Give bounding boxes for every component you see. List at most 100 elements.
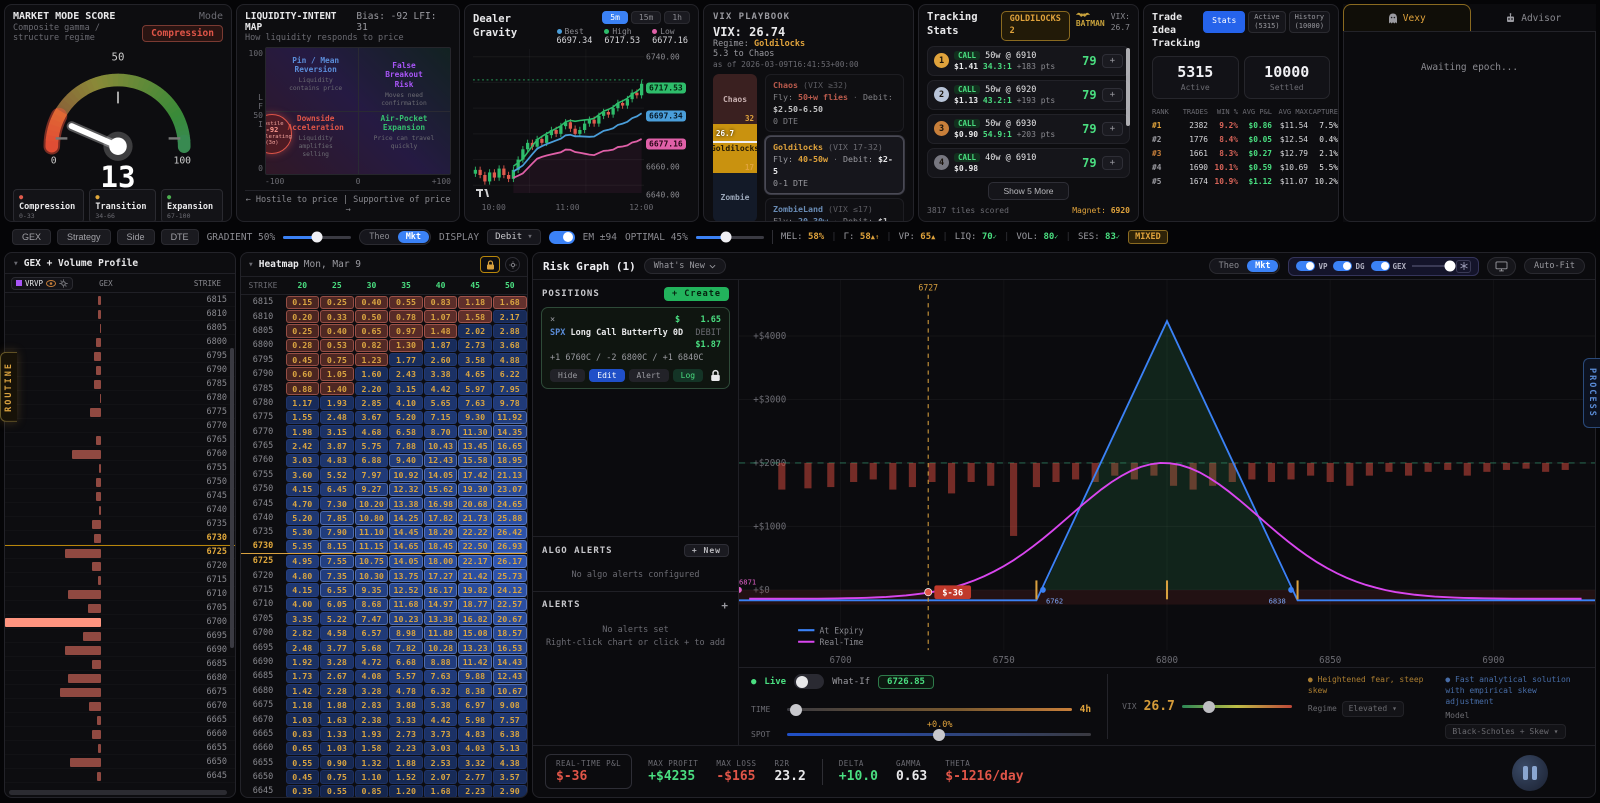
heatmap-cell[interactable]: 21.42	[458, 568, 492, 583]
rg-theo-mkt-toggle[interactable]: Theo Mkt	[1208, 258, 1281, 274]
heatmap-cell[interactable]: 5.57	[389, 669, 423, 684]
heatmap-cell[interactable]: 1.93	[320, 396, 354, 410]
heatmap-cell[interactable]: 16.53	[492, 640, 527, 655]
heatmap-cell[interactable]: 15.62	[423, 482, 458, 496]
heatmap-cell[interactable]: 0.45	[285, 770, 320, 784]
heatmap-cell[interactable]: 0.83	[285, 727, 320, 741]
heatmap-settings-button[interactable]	[505, 257, 520, 272]
heatmap-cell[interactable]: 6.57	[354, 626, 389, 640]
heatmap-cell[interactable]: 24.12	[492, 583, 527, 597]
heatmap-cell[interactable]: 10.23	[389, 612, 423, 626]
heatmap-cell[interactable]: 2.83	[354, 698, 389, 712]
heatmap-cell[interactable]: 1.60	[354, 367, 389, 381]
vix-card-goldilocks[interactable]: Goldilocks (VIX 17-32) Fly: 40-50w · Debi…	[765, 136, 904, 195]
heatmap-cell[interactable]: 22.57	[492, 597, 527, 612]
heatmap-cell[interactable]: 8.98	[389, 626, 423, 640]
heatmap-cell[interactable]: 7.95	[492, 381, 527, 396]
heatmap-cell[interactable]: 1.73	[285, 669, 320, 684]
heatmap-cell[interactable]: 8.68	[354, 597, 389, 612]
collapse-caret-icon[interactable]: ▾	[248, 259, 254, 270]
heatmap-cell[interactable]: 6.32	[423, 684, 458, 698]
heatmap-cell[interactable]: 3.28	[320, 655, 354, 669]
heatmap-cell[interactable]: 0.53	[320, 338, 354, 353]
heatmap-cell[interactable]: 6.05	[320, 597, 354, 612]
heatmap-cell[interactable]: 1.05	[320, 367, 354, 381]
tile-row-3[interactable]: 3 CALL 50w @ 6930 $0.90 54.9:1 +203 pts 79 +	[927, 113, 1130, 144]
heatmap-cell[interactable]: 1.07	[423, 309, 458, 324]
liquidity-quadrant-plot[interactable]: Pin / Mean Reversion Liquidity contains p…	[265, 47, 451, 175]
heatmap-cell[interactable]: 4.38	[492, 756, 527, 770]
heatmap-cell[interactable]: 11.68	[389, 597, 423, 612]
heatmap-cell[interactable]: 2.23	[389, 741, 423, 755]
heatmap-cell[interactable]: 0.28	[285, 338, 320, 353]
heatmap-cell[interactable]: 3.88	[389, 698, 423, 712]
heatmap-cell[interactable]: 2.02	[458, 324, 492, 338]
heatmap-cell[interactable]: 5.97	[458, 381, 492, 396]
heatmap-cell[interactable]: 3.57	[492, 770, 527, 784]
heatmap-cell[interactable]: 26.17	[492, 554, 527, 568]
freeze-button[interactable]	[1456, 259, 1472, 273]
close-icon[interactable]: ×	[550, 315, 556, 325]
heatmap-cell[interactable]: 0.33	[320, 309, 354, 324]
heatmap-cell[interactable]: 7.15	[423, 410, 458, 425]
filter-button-strategy[interactable]: Strategy	[57, 229, 111, 245]
vrvp-chip[interactable]: VRVP	[11, 276, 74, 290]
heatmap-cell[interactable]: 11.88	[423, 626, 458, 640]
tile-row-4[interactable]: 4 CALL 40w @ 6910 $0.98 79 +	[927, 147, 1130, 178]
heatmap-cell[interactable]: 3.38	[423, 367, 458, 381]
regime-select[interactable]: Elevated ▾	[1341, 701, 1404, 717]
position-card[interactable]: × $ 1.65 SPX Long Call Butterfly 0D DEBIT …	[541, 307, 730, 389]
heatmap-cell[interactable]: 1.92	[285, 655, 320, 669]
heatmap-cell[interactable]: 7.63	[423, 669, 458, 684]
heatmap-cell[interactable]: 9.08	[492, 698, 527, 712]
heatmap-cell[interactable]: 11.10	[354, 525, 389, 540]
payoff-chart[interactable]: +$4000 +$3000 +$2000 +$1000 +$0 6700 6750 6800 6…	[739, 280, 1595, 667]
heatmap-cell[interactable]: 2.82	[285, 626, 320, 640]
heatmap-cell[interactable]: 1.58	[458, 309, 492, 324]
heatmap-cell[interactable]: 24.65	[492, 496, 527, 511]
heatmap-col-45[interactable]: 45	[470, 281, 480, 290]
heatmap-cell[interactable]: 17.27	[423, 568, 458, 583]
heatmap-cell[interactable]: 10.30	[354, 568, 389, 583]
heatmap-cell[interactable]: 2.48	[320, 410, 354, 425]
heatmap-cell[interactable]: 20.68	[458, 496, 492, 511]
heatmap-cell[interactable]: 1.18	[285, 698, 320, 712]
position-hide-button[interactable]: Hide	[550, 368, 586, 382]
heatmap-cell[interactable]: 3.58	[458, 353, 492, 367]
rank-row-#3[interactable]: #3 1661 8.3% $0.27 $12.79 2.1%	[1152, 148, 1338, 158]
heatmap-cell[interactable]: 25.88	[492, 511, 527, 525]
heatmap-cell[interactable]: 3.32	[458, 756, 492, 770]
heatmap-cell[interactable]: 1.17	[285, 396, 320, 410]
heatmap-cell[interactable]: 5.98	[458, 712, 492, 727]
heatmap-cell[interactable]: 7.63	[458, 396, 492, 410]
heatmap-cell[interactable]: 3.77	[320, 640, 354, 655]
overlay-opacity-slider[interactable]	[1412, 260, 1456, 272]
heatmap-cell[interactable]: 3.35	[285, 612, 320, 626]
heatmap-cell[interactable]: 4.72	[354, 655, 389, 669]
heatmap-cell[interactable]: 1.03	[285, 712, 320, 727]
heatmap-cell[interactable]: 1.18	[458, 295, 492, 309]
heatmap-cell[interactable]: 14.25	[389, 511, 423, 525]
heatmap-cell[interactable]: 16.65	[492, 439, 527, 453]
heatmap-cell[interactable]: 2.48	[285, 640, 320, 655]
heatmap-cell[interactable]: 2.43	[389, 367, 423, 381]
overlay-toggle-dg[interactable]: DG	[1333, 261, 1365, 271]
overlay-toggle-gex[interactable]: GEX	[1370, 261, 1406, 271]
heatmap-cell[interactable]: 4.03	[458, 741, 492, 755]
vix-slider[interactable]	[1181, 700, 1292, 713]
heatmap-cell[interactable]: 9.27	[354, 482, 389, 496]
heatmap-cell[interactable]: 5.13	[492, 741, 527, 755]
heatmap-cell[interactable]: 1.98	[285, 425, 320, 439]
heatmap-cell[interactable]: 20.67	[492, 612, 527, 626]
heatmap-cell[interactable]: 10.80	[354, 511, 389, 525]
heatmap-cell[interactable]: 1.88	[389, 756, 423, 770]
heatmap-cell[interactable]: 14.45	[389, 525, 423, 540]
heatmap-cell[interactable]: 11.30	[458, 425, 492, 439]
heatmap-cell[interactable]: 10.67	[492, 684, 527, 698]
heatmap-cell[interactable]: 25.73	[492, 568, 527, 583]
heatmap-cell[interactable]: 3.33	[389, 712, 423, 727]
heatmap-cell[interactable]: 1.32	[354, 756, 389, 770]
heatmap-cell[interactable]: 6.88	[354, 453, 389, 468]
heatmap-cell[interactable]: 5.30	[285, 525, 320, 540]
horizontal-scrollbar[interactable]	[9, 790, 227, 795]
